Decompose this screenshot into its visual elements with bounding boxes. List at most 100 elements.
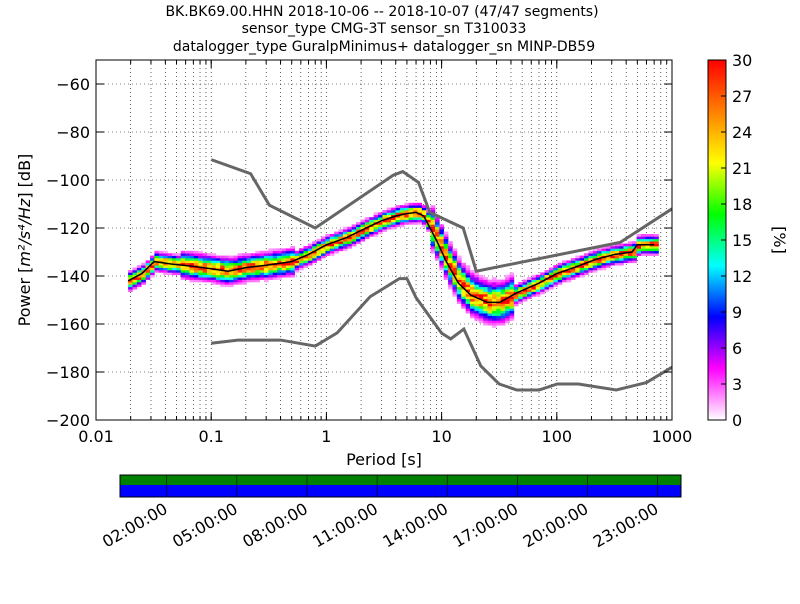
histogram-cell xyxy=(430,234,436,237)
histogram-cell xyxy=(307,262,313,266)
histogram-cell xyxy=(649,238,655,242)
x-tick-label: 1000 xyxy=(652,427,693,446)
histogram-cell xyxy=(290,270,295,273)
histogram-cell xyxy=(285,267,291,271)
coverage-frame xyxy=(119,474,682,498)
histogram-cell xyxy=(483,284,488,288)
histogram-cell xyxy=(171,267,177,271)
histogram-cell xyxy=(145,262,151,266)
histogram-cell xyxy=(522,296,528,300)
histogram-cell xyxy=(377,224,383,228)
histogram-cell xyxy=(356,241,361,244)
histogram-cell xyxy=(461,298,466,302)
histogram-cell xyxy=(452,250,458,254)
histogram-cell xyxy=(351,229,357,232)
histogram-cell xyxy=(277,262,282,266)
histogram-cell xyxy=(215,272,221,276)
histogram-cell xyxy=(474,308,480,312)
histogram-cell xyxy=(465,272,471,276)
histogram-cell xyxy=(491,322,497,326)
histogram-cell xyxy=(150,265,155,268)
histogram-cell xyxy=(439,226,445,230)
histogram-cell xyxy=(268,253,274,256)
histogram-cell xyxy=(391,210,396,213)
histogram-cell xyxy=(597,255,602,259)
histogram-cell xyxy=(259,253,265,256)
histogram-cell xyxy=(268,255,274,259)
histogram-cell xyxy=(250,258,256,261)
histogram-cell xyxy=(386,210,392,213)
histogram-cell xyxy=(465,310,471,314)
histogram-cell xyxy=(303,258,309,261)
histogram-cell xyxy=(220,284,225,288)
histogram-cell xyxy=(527,279,532,283)
histogram-cell xyxy=(294,250,300,254)
histogram-cell xyxy=(614,255,620,259)
histogram-cell xyxy=(465,270,471,273)
histogram-cell xyxy=(128,279,133,283)
histogram-cell xyxy=(518,298,523,302)
histogram-cell xyxy=(605,248,611,252)
histogram-cell xyxy=(491,318,497,321)
histogram-cell xyxy=(500,310,506,314)
histogram-cell xyxy=(303,260,309,264)
histogram-cell xyxy=(500,315,506,319)
histogram-cell xyxy=(272,277,278,280)
histogram-cell xyxy=(408,222,414,225)
histogram-cell xyxy=(220,258,225,261)
histogram-cell xyxy=(623,258,629,261)
histogram-cell xyxy=(329,236,335,240)
histogram-cell xyxy=(268,258,274,261)
histogram-cell xyxy=(566,260,572,264)
histogram-cell xyxy=(356,229,361,232)
histogram-cell xyxy=(154,255,160,259)
histogram-cell xyxy=(562,267,567,271)
histogram-cell xyxy=(535,277,541,280)
histogram-cell xyxy=(553,284,559,288)
histogram-cell xyxy=(242,260,247,264)
histogram-cell xyxy=(465,267,471,271)
histogram-cell xyxy=(294,265,300,268)
histogram-cell xyxy=(211,270,217,273)
histogram-cell xyxy=(627,246,633,249)
histogram-cell xyxy=(329,243,335,247)
histogram-cell xyxy=(465,294,471,297)
histogram-cell xyxy=(544,279,550,283)
histogram-cell xyxy=(421,210,427,213)
histogram-cell xyxy=(320,250,326,254)
plot-area xyxy=(96,60,672,420)
histogram-cell xyxy=(281,250,287,254)
histogram-cell xyxy=(250,279,256,283)
histogram-cell xyxy=(478,310,484,314)
histogram-cell xyxy=(452,289,458,292)
histogram-cell xyxy=(439,229,445,232)
histogram-cell xyxy=(211,255,217,259)
histogram-cell xyxy=(496,294,502,297)
histogram-cell xyxy=(325,236,331,240)
histogram-cell xyxy=(509,274,515,278)
plot-frame xyxy=(95,59,673,421)
histogram-cell xyxy=(237,260,243,264)
histogram-cell xyxy=(141,282,146,285)
histogram-cell xyxy=(163,260,168,264)
histogram-cell xyxy=(316,248,322,252)
histogram-cell xyxy=(128,274,133,278)
histogram-cell xyxy=(312,258,317,261)
histogram-cell xyxy=(391,226,396,230)
histogram-cell xyxy=(347,243,352,247)
histogram-cell xyxy=(158,260,164,264)
histogram-cell xyxy=(487,303,493,307)
histogram-cell xyxy=(448,284,453,288)
histogram-cell xyxy=(154,258,160,261)
histogram-cell xyxy=(605,260,611,264)
histogram-cell xyxy=(246,260,252,264)
histogram-cell xyxy=(426,212,431,216)
histogram-cell xyxy=(470,310,475,314)
histogram-cell xyxy=(548,272,554,276)
histogram-cell xyxy=(491,294,497,297)
histogram-cell xyxy=(557,274,563,278)
histogram-cell xyxy=(426,226,431,230)
histogram-cell xyxy=(132,282,138,285)
histogram-cell xyxy=(150,267,155,271)
histogram-cell xyxy=(570,267,576,271)
